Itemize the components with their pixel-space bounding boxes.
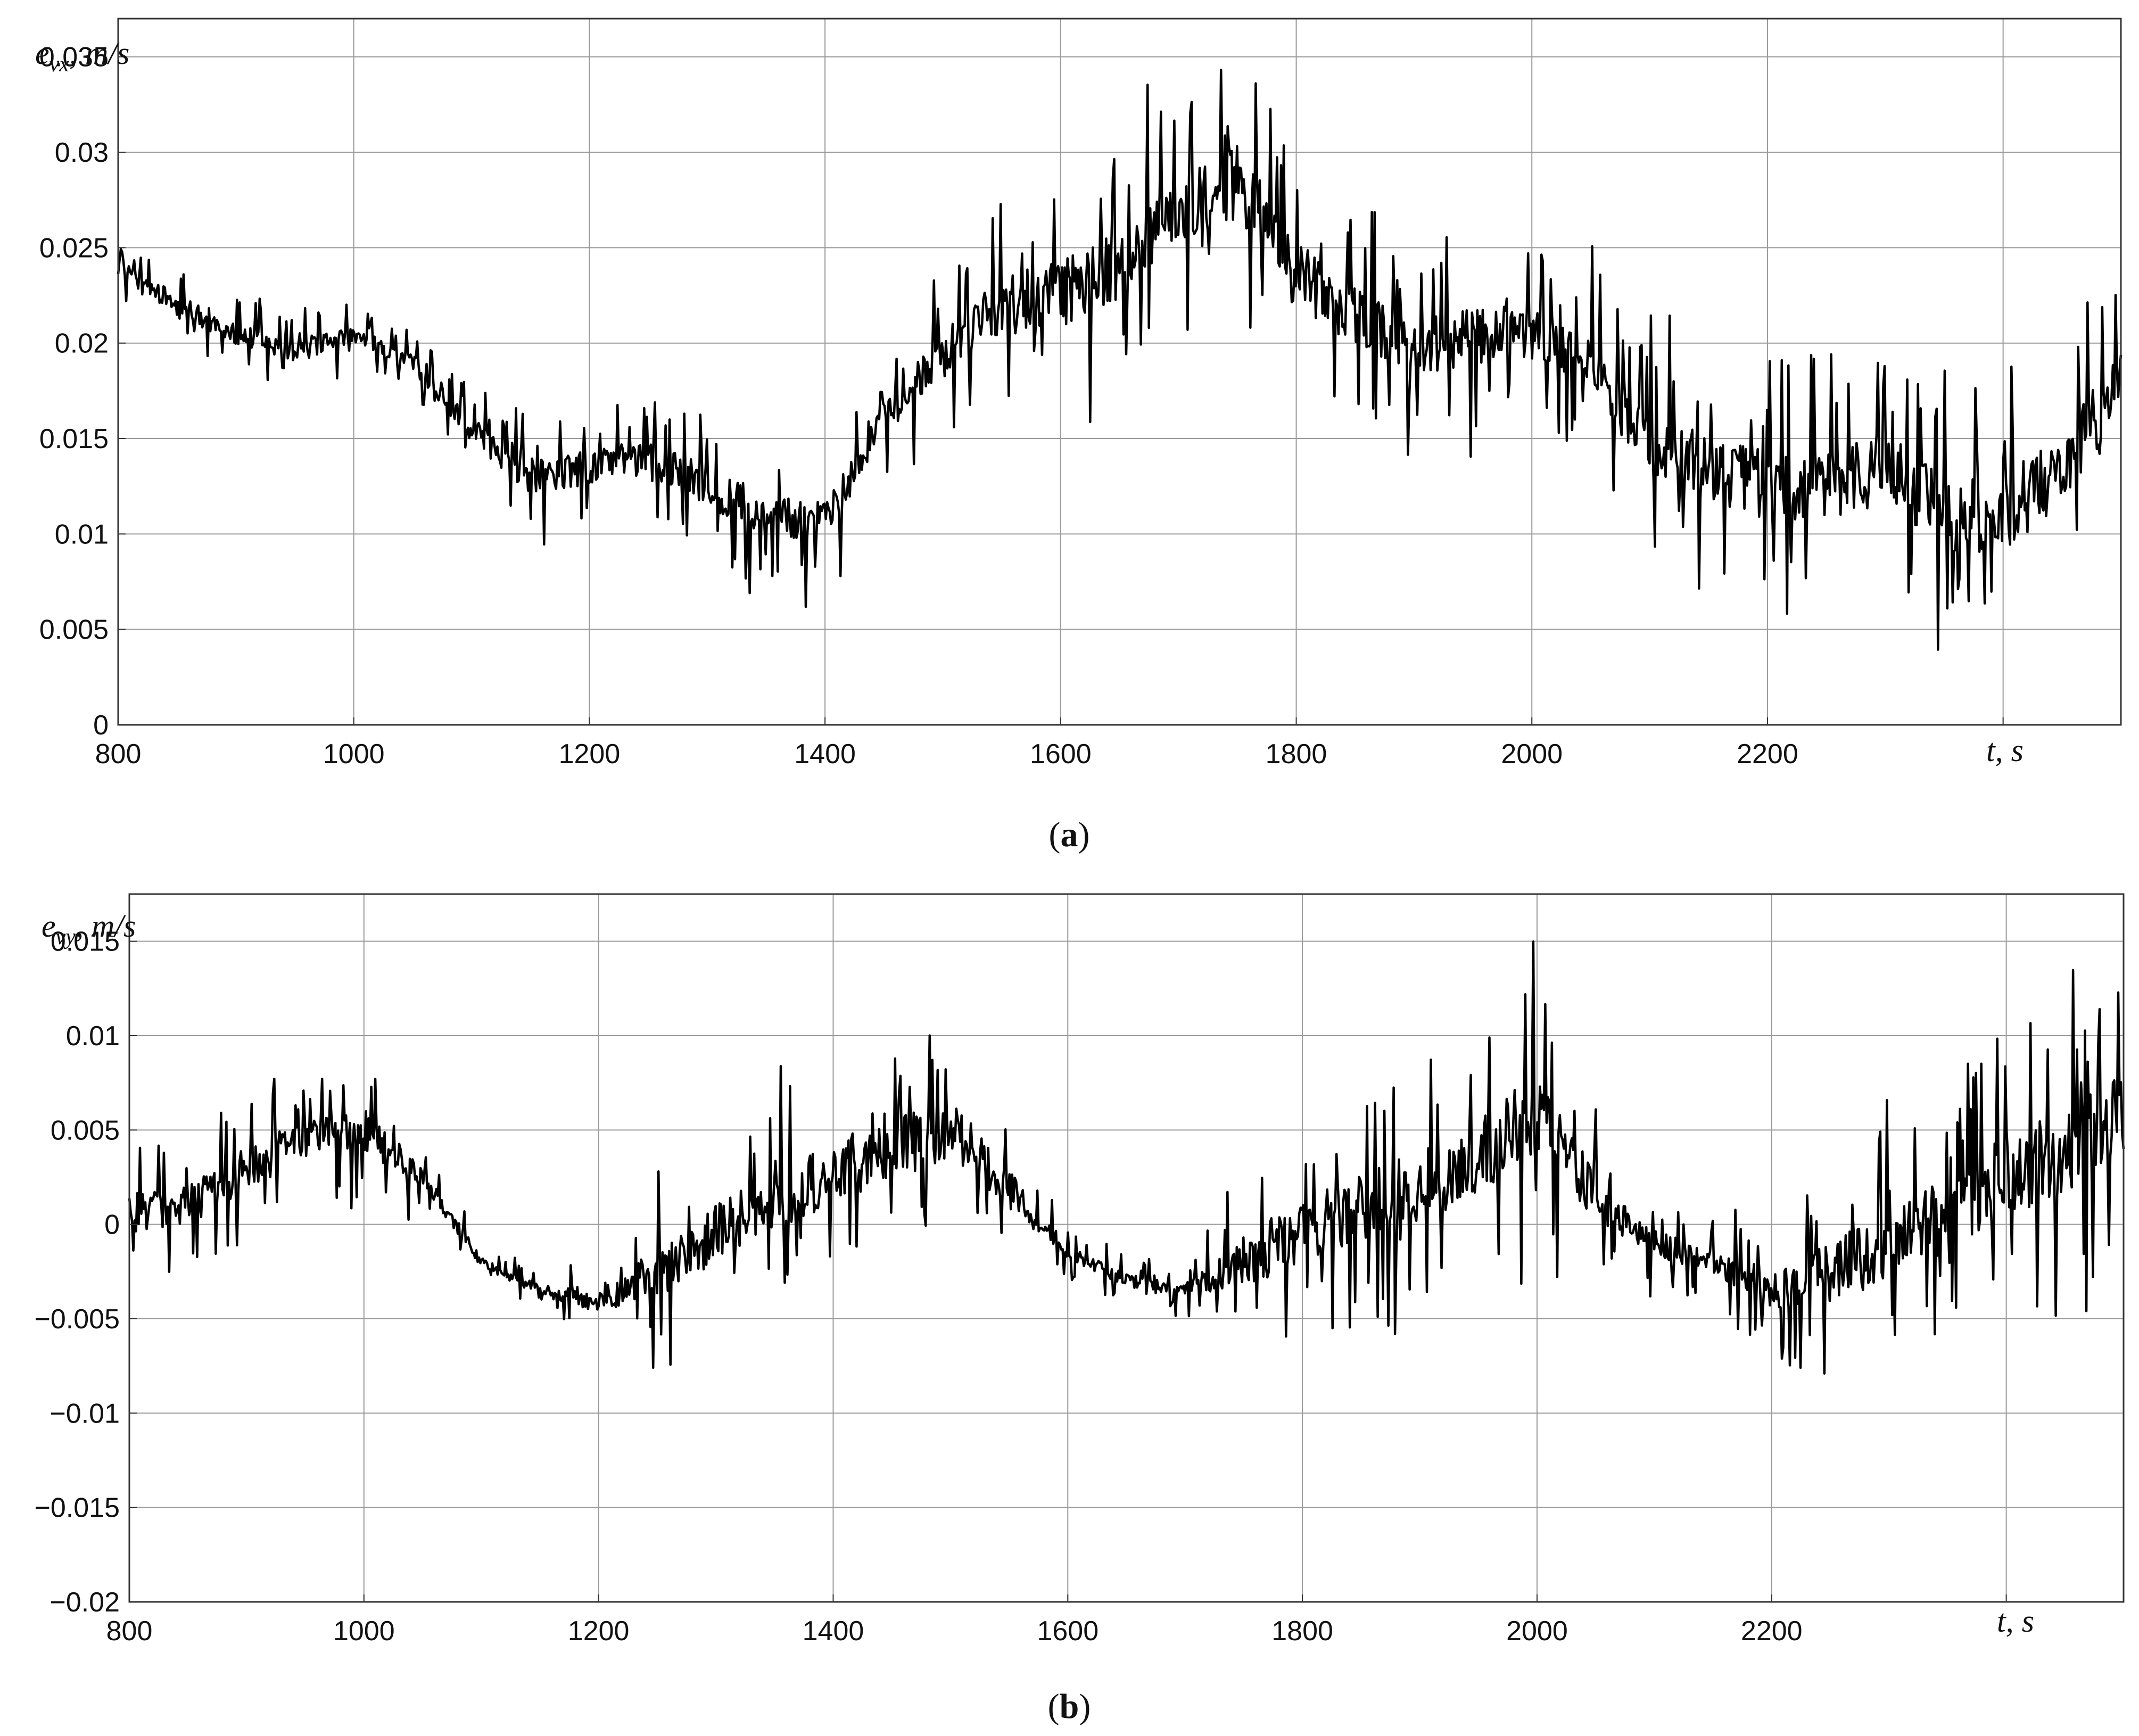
chart-b-y-tick-label: −0.01: [49, 1398, 120, 1429]
chart-b-y-tick-label: 0.01: [66, 1021, 120, 1052]
chart-b-series-line: [128, 940, 2125, 1375]
chart-b-y-tick-label: 0.005: [51, 1115, 120, 1146]
chart-a-y-tick-label: 0.03: [55, 137, 109, 168]
chart-a-x-tick-label: 800: [95, 739, 142, 770]
chart-b-x-tick-label: 1600: [1037, 1616, 1099, 1647]
chart-b-x-tick-label: 2000: [1506, 1616, 1568, 1647]
chart-a-series-line: [117, 69, 2123, 651]
chart-a-x-ticks: 800 1000 1200 1400 1600 1800 2000 2200: [95, 717, 2004, 770]
chart-a-x-tick-label: 1600: [1030, 739, 1092, 770]
chart-b-x-tick-label: 1200: [568, 1616, 630, 1647]
chart-a-y-tick-label: 0.02: [55, 328, 109, 359]
chart-a-y-tick-label: 0.005: [39, 615, 109, 646]
chart-a-y-tick-label: 0.035: [39, 42, 109, 73]
chart-a-plot-frame: [117, 18, 2122, 726]
chart-b-y-ticks: −0.02 −0.015 −0.01 −0.005 0 0.005 0.01 0.015: [35, 927, 137, 1618]
chart-b-x-tick-label: 2200: [1741, 1616, 1803, 1647]
chart-a-caption: (a): [1049, 815, 1090, 854]
chart-b-y-axis-label: evy, m/s: [42, 908, 136, 949]
chart-b-y-tick-label: −0.015: [35, 1493, 120, 1524]
chart-a: 800 1000 1200 1400 1600 1800 2000 2200 0 0.005 0.…: [35, 18, 2123, 854]
chart-b-y-tick-label: 0.015: [51, 927, 120, 957]
chart-a-x-tick-label: 1800: [1266, 739, 1327, 770]
chart-a-x-tick-label: 2000: [1501, 739, 1563, 770]
chart-b-x-axis-label: t, s: [1997, 1603, 2034, 1639]
chart-b-x-tick-label: 800: [106, 1616, 153, 1647]
chart-b-y-tick-label: −0.02: [49, 1587, 120, 1618]
chart-a-y-ticks: 0 0.005 0.01 0.015 0.02 0.025 0.03 0.035: [39, 42, 126, 741]
chart-a-y-axis-label: evx, m/s: [35, 36, 129, 77]
chart-a-x-tick-label: 1400: [794, 739, 856, 770]
chart-b-frame: [128, 893, 2125, 1603]
chart-a-frame: [117, 18, 2122, 726]
chart-a-x-tick-label: 1000: [323, 739, 385, 770]
chart-a-x-axis-label: t, s: [1986, 733, 2024, 768]
chart-b-plot-frame: [128, 893, 2125, 1603]
chart-b-x-tick-label: 1000: [333, 1616, 395, 1647]
chart-a-series: [117, 69, 2123, 651]
chart-a-y-tick-label: 0.025: [39, 233, 109, 263]
chart-a-x-tick-label: 2200: [1737, 739, 1798, 770]
chart-b-x-ticks: 800 1000 1200 1400 1600 1800 2000 2200: [106, 1594, 2007, 1647]
chart-b-x-tick-label: 1400: [803, 1616, 864, 1647]
chart-b: 800 1000 1200 1400 1600 1800 2000 2200 −0.02−0.…: [35, 893, 2125, 1726]
chart-b-y-tick-label: −0.005: [35, 1304, 120, 1335]
chart-b-caption: (b): [1048, 1687, 1091, 1726]
chart-a-y-tick-label: 0.01: [55, 519, 109, 550]
chart-a-y-tick-label: 0.015: [39, 424, 109, 454]
chart-b-x-tick-label: 1800: [1271, 1616, 1333, 1647]
chart-a-x-tick-label: 1200: [559, 739, 621, 770]
chart-b-series: [128, 940, 2125, 1375]
chart-a-y-tick-label: 0: [93, 710, 109, 741]
chart-b-y-tick-label: 0: [104, 1210, 120, 1241]
